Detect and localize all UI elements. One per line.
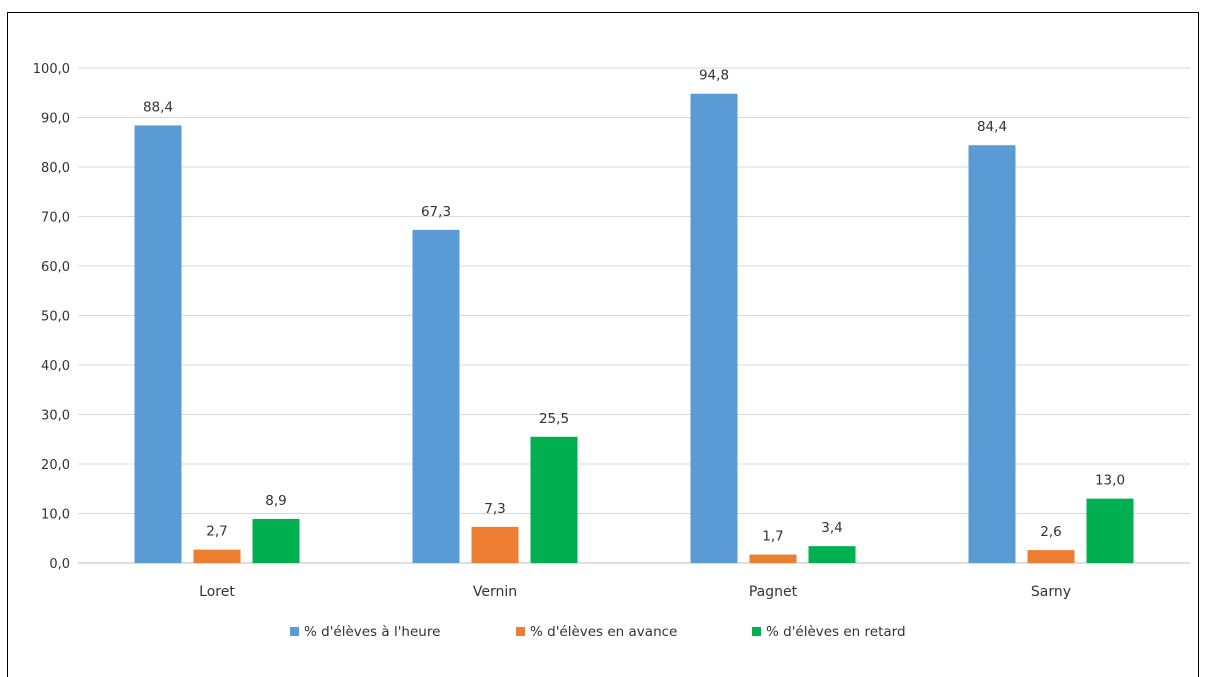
y-tick-label: 10,0 bbox=[41, 508, 70, 523]
bar bbox=[530, 436, 578, 563]
y-tick-label: 60,0 bbox=[41, 260, 70, 275]
y-tick-label: 70,0 bbox=[41, 211, 70, 226]
y-axis-ticks: 0,0 10,0 20,0 30,0 40,0 50,0 60,0 70,0 80,0 90,0 1… bbox=[33, 62, 70, 572]
x-category-label: Sarny bbox=[1031, 584, 1071, 600]
data-label: 84,4 bbox=[977, 119, 1007, 135]
data-label: 8,9 bbox=[265, 493, 286, 509]
data-label: 3,4 bbox=[821, 520, 842, 536]
data-label: 7,3 bbox=[484, 501, 505, 517]
legend-label: % d'élèves à l'heure bbox=[304, 624, 440, 640]
bar bbox=[134, 125, 182, 564]
data-label: 88,4 bbox=[143, 99, 173, 115]
bar bbox=[968, 145, 1016, 563]
bar bbox=[1027, 550, 1075, 563]
y-tick-label: 100,0 bbox=[33, 62, 70, 77]
bar bbox=[252, 518, 300, 563]
legend-label: % d'élèves en retard bbox=[766, 624, 906, 640]
y-tick-label: 0,0 bbox=[49, 557, 70, 572]
data-label: 1,7 bbox=[762, 529, 783, 545]
y-tick-label: 40,0 bbox=[41, 359, 70, 374]
data-label: 67,3 bbox=[421, 204, 451, 220]
data-label: 13,0 bbox=[1095, 473, 1125, 489]
x-category-label: Pagnet bbox=[749, 584, 798, 600]
data-labels: 88,4 2,7 8,9 67,3 7,3 25,5 94,8 1,7 3,4 84,4 2,6 13… bbox=[143, 68, 1125, 545]
bar bbox=[690, 93, 738, 564]
bar bbox=[193, 549, 241, 563]
x-axis-categories: Loret Vernin Pagnet Sarny bbox=[199, 584, 1071, 600]
bar bbox=[749, 554, 797, 563]
legend-swatch bbox=[290, 627, 299, 636]
legend-swatch bbox=[516, 627, 525, 636]
legend: % d'élèves à l'heure % d'élèves en avance… bbox=[290, 624, 906, 640]
bars bbox=[134, 93, 1134, 564]
legend-swatch bbox=[752, 627, 761, 636]
legend-label: % d'élèves en avance bbox=[530, 624, 677, 640]
data-label: 25,5 bbox=[539, 411, 569, 427]
y-tick-label: 30,0 bbox=[41, 409, 70, 424]
data-label: 2,6 bbox=[1040, 524, 1061, 540]
bar bbox=[808, 546, 856, 563]
x-category-label: Vernin bbox=[473, 584, 517, 600]
gridlines bbox=[78, 67, 1190, 564]
chart-frame bbox=[7, 12, 1199, 677]
bar bbox=[412, 229, 460, 564]
y-tick-label: 80,0 bbox=[41, 161, 70, 176]
y-tick-label: 90,0 bbox=[41, 112, 70, 127]
y-tick-label: 20,0 bbox=[41, 458, 70, 473]
data-label: 2,7 bbox=[206, 524, 227, 540]
x-category-label: Loret bbox=[199, 584, 235, 600]
y-tick-label: 50,0 bbox=[41, 310, 70, 325]
bar bbox=[1086, 498, 1134, 563]
data-label: 94,8 bbox=[699, 68, 729, 84]
bar bbox=[471, 526, 519, 563]
